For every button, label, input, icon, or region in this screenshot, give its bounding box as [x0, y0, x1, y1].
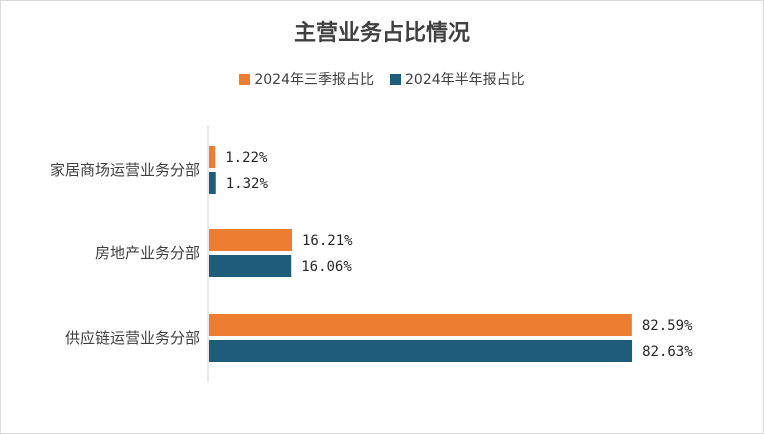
legend-label-series-1: 2024年三季报占比	[254, 72, 374, 88]
bar-series-1	[209, 314, 632, 336]
data-label: 1.22%	[225, 150, 268, 166]
category-label: 房地产业务分部	[95, 244, 200, 262]
data-label: 1.32%	[226, 176, 269, 192]
bar-series-2	[209, 255, 292, 277]
bar-series-2	[209, 172, 216, 194]
chart-legend: 2024年三季报占比 2024年半年报占比	[1, 69, 763, 89]
data-label: 16.21%	[302, 233, 353, 249]
legend-swatch-series-2	[390, 73, 401, 85]
legend-item-series-2: 2024年半年报占比	[390, 69, 525, 89]
data-label: 82.63%	[642, 344, 693, 360]
bar-series-1	[209, 229, 292, 251]
legend-swatch-series-1	[239, 73, 251, 85]
legend-item-series-1: 2024年三季报占比	[239, 69, 374, 89]
data-label: 82.59%	[642, 318, 693, 334]
category-label: 家居商场运营业务分部	[50, 161, 200, 179]
chart-title: 主营业务占比情况	[293, 21, 470, 46]
legend-label-series-2: 2024年半年报占比	[405, 72, 525, 88]
category-label: 供应链运营业务分部	[65, 329, 200, 347]
bar-series-1	[209, 146, 216, 168]
bar-series-2	[209, 340, 633, 362]
data-label: 16.06%	[301, 259, 352, 275]
